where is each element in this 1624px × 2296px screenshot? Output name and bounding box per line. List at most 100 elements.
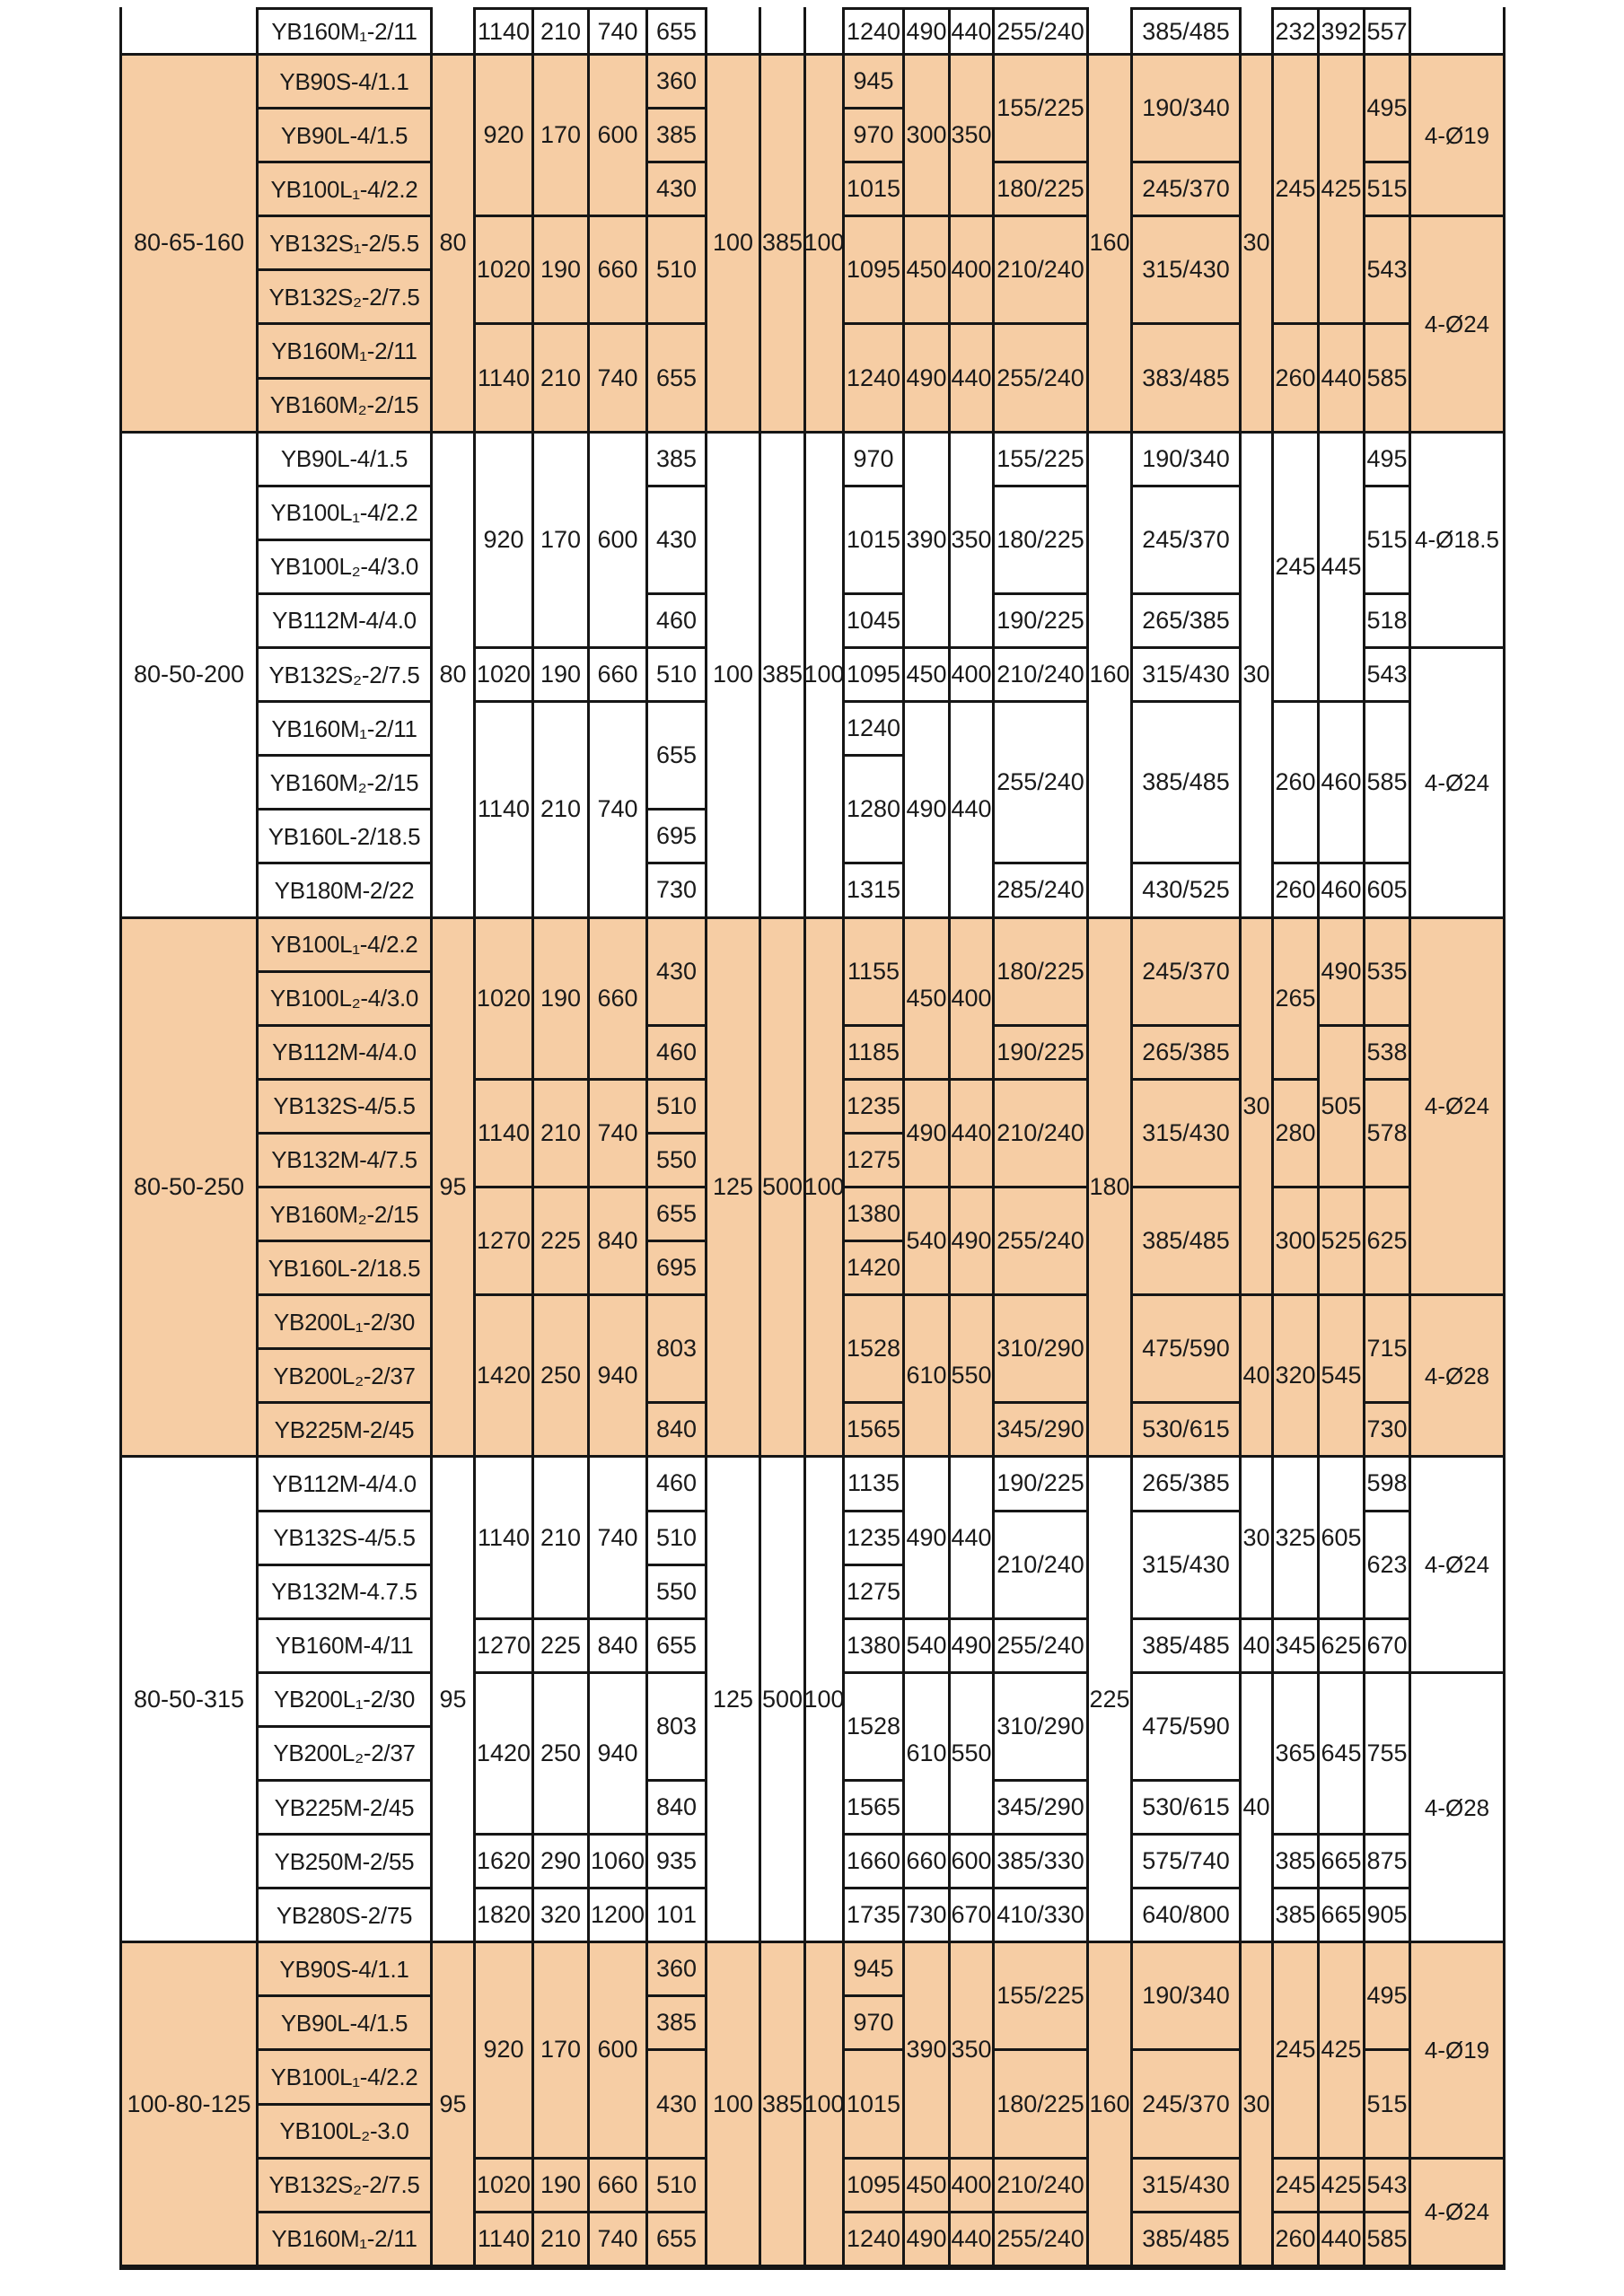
cell-r28-c13: 440: [951, 1458, 995, 1620]
cell-r23-c14: 255/240: [995, 1187, 1089, 1297]
cell-r2-c19: 425: [1320, 56, 1365, 326]
cell-r28-c15: 225: [1089, 1458, 1133, 1944]
cell-r17-c19: 460: [1320, 864, 1365, 919]
cell-r7-c5: 210: [534, 325, 590, 434]
cell-r42-c13: 440: [951, 2213, 995, 2267]
cell-r28-c19: 605: [1320, 1458, 1365, 1620]
cell-r25-c14: 310/290: [995, 1296, 1089, 1405]
cell-r4-c11: 1015: [845, 163, 905, 218]
cell-r31-c16: 385/485: [1133, 1619, 1242, 1674]
cell-r39-c2: YB100L₁-4/2.2: [259, 2051, 433, 2106]
cell-r14-c18: 260: [1274, 703, 1320, 865]
cell-r1-c8: [707, 7, 761, 56]
cell-r14-c5: 210: [534, 703, 590, 919]
cell-r23-c5: 225: [534, 1187, 590, 1297]
cell-r35-c2: YB250M-2/55: [259, 1836, 433, 1890]
cell-r29-c11: 1235: [845, 1512, 905, 1566]
cell-r13-c12: 450: [905, 649, 951, 704]
cell-r23-c19: 525: [1320, 1187, 1365, 1297]
cell-r24-c11: 1420: [845, 1242, 905, 1297]
cell-r9-c20: 495: [1365, 433, 1411, 487]
cell-r21-c18: 280: [1274, 1080, 1320, 1188]
cell-r18-c21: 4-Ø24: [1411, 918, 1505, 1297]
cell-r37-c1: 100-80-125: [122, 1943, 259, 2267]
cell-r21-c16: 315/430: [1133, 1080, 1242, 1188]
cell-r27-c11: 1565: [845, 1404, 905, 1459]
cell-r28-c20: 598: [1365, 1458, 1411, 1512]
cell-r14-c20: 585: [1365, 703, 1411, 865]
cell-r25-c13: 550: [951, 1296, 995, 1459]
cell-r1-c6: 740: [590, 7, 648, 56]
cell-r31-c12: 540: [905, 1619, 951, 1674]
cell-r18-c1: 80-50-250: [122, 918, 259, 1459]
cell-r41-c18: 245: [1274, 2159, 1320, 2213]
cell-r2-c18: 245: [1274, 56, 1320, 326]
cell-r30-c7: 550: [648, 1565, 707, 1620]
cell-r2-c14: 155/225: [995, 56, 1089, 164]
cell-r36-c20: 905: [1365, 1889, 1411, 1944]
cell-r40-c2: YB100L₂-3.0: [259, 2105, 433, 2160]
cell-r9-c9: 385: [761, 433, 806, 919]
cell-r37-c21: 4-Ø19: [1411, 1943, 1505, 2160]
cell-r31-c20: 670: [1365, 1619, 1411, 1674]
cell-r2-c7: 360: [648, 56, 707, 110]
cell-r31-c2: YB160M-4/11: [259, 1619, 433, 1674]
cell-r23-c18: 300: [1274, 1187, 1320, 1297]
cell-r18-c5: 190: [534, 918, 590, 1081]
cell-r1-c9: [761, 7, 806, 56]
cell-r39-c11: 1015: [845, 2051, 905, 2160]
cell-r31-c13: 490: [951, 1619, 995, 1674]
cell-r41-c7: 510: [648, 2159, 707, 2213]
cell-r1-c3: [433, 7, 476, 56]
cell-r35-c6: 1060: [590, 1836, 648, 1890]
cell-r12-c7: 460: [648, 594, 707, 650]
cell-r17-c16: 430/525: [1133, 864, 1242, 919]
cell-r5-c7: 510: [648, 217, 707, 326]
cell-r9-c3: 80: [433, 433, 476, 919]
cell-r20-c20: 538: [1365, 1026, 1411, 1081]
cell-r1-c21: [1411, 7, 1505, 56]
cell-r9-c18: 245: [1274, 433, 1320, 704]
cell-r32-c2: YB200L₁-2/30: [259, 1673, 433, 1728]
cell-r2-c1: 80-65-160: [122, 56, 259, 434]
cell-r42-c14: 255/240: [995, 2213, 1089, 2267]
cell-r32-c6: 940: [590, 1673, 648, 1836]
cell-r38-c2: YB90L-4/1.5: [259, 1997, 433, 2052]
cell-r25-c11: 1528: [845, 1296, 905, 1405]
cell-r21-c5: 210: [534, 1080, 590, 1188]
cell-r5-c11: 1095: [845, 217, 905, 326]
cell-r27-c20: 730: [1365, 1404, 1411, 1459]
cell-r35-c19: 665: [1320, 1836, 1365, 1890]
cell-r25-c17: 40: [1242, 1296, 1274, 1459]
cell-r42-c20: 585: [1365, 2213, 1411, 2267]
cell-r5-c20: 543: [1365, 217, 1411, 326]
cell-r7-c19: 440: [1320, 325, 1365, 434]
cell-r9-c14: 155/225: [995, 433, 1089, 487]
cell-r25-c5: 250: [534, 1296, 590, 1459]
cell-r18-c10: 100: [806, 918, 845, 1459]
cell-r1-c10: [806, 7, 845, 56]
cell-r9-c7: 385: [648, 433, 707, 487]
cell-r20-c14: 190/225: [995, 1026, 1089, 1081]
cell-r37-c15: 160: [1089, 1943, 1133, 2267]
cell-r35-c11: 1660: [845, 1836, 905, 1890]
cell-r13-c7: 510: [648, 649, 707, 704]
cell-r5-c13: 400: [951, 217, 995, 326]
cell-r18-c4: 1020: [476, 918, 534, 1081]
cell-r28-c2: YB112M-4/4.0: [259, 1458, 433, 1512]
cell-r20-c19: 505: [1320, 1026, 1365, 1188]
cell-r25-c6: 940: [590, 1296, 648, 1459]
cell-r41-c5: 190: [534, 2159, 590, 2213]
cell-r4-c16: 245/370: [1133, 163, 1242, 218]
cell-r6-c2: YB132S₂-2/7.5: [259, 271, 433, 326]
cell-r36-c6: 1200: [590, 1889, 648, 1944]
cell-r37-c5: 170: [534, 1943, 590, 2160]
cell-r37-c17: 30: [1242, 1943, 1274, 2267]
cell-r2-c4: 920: [476, 56, 534, 218]
cell-r27-c2: YB225M-2/45: [259, 1404, 433, 1459]
cell-r18-c11: 1155: [845, 918, 905, 1027]
cell-r13-c6: 660: [590, 649, 648, 704]
cell-r42-c18: 260: [1274, 2213, 1320, 2267]
cell-r34-c11: 1565: [845, 1782, 905, 1836]
cell-r35-c7: 935: [648, 1836, 707, 1890]
